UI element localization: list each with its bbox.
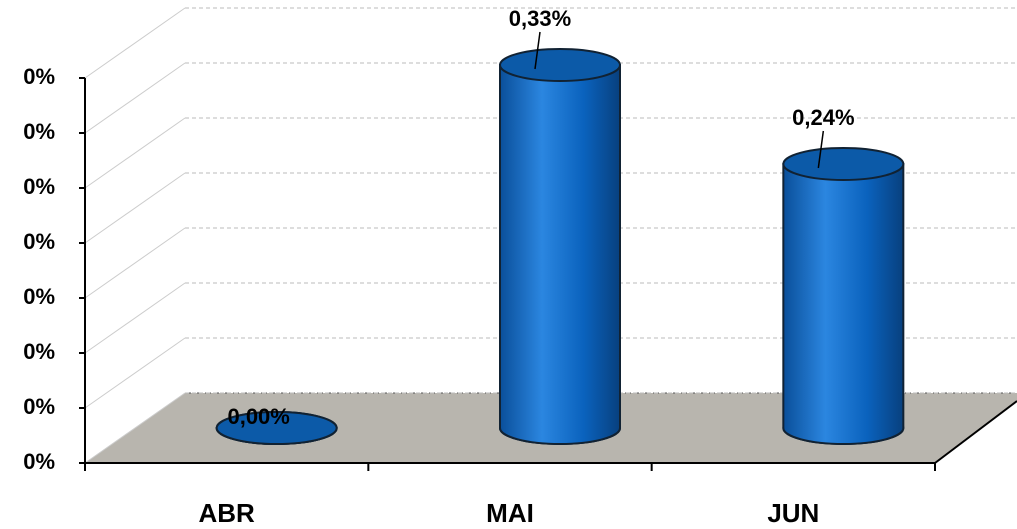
label-leader xyxy=(817,130,825,169)
side-grid-line xyxy=(84,7,186,79)
y-tick-label: 0% xyxy=(23,284,55,309)
floor-right-edge xyxy=(934,400,1017,464)
bar xyxy=(782,147,905,445)
label-leader xyxy=(534,31,541,70)
side-grid-line xyxy=(84,172,186,244)
side-grid-line xyxy=(84,282,186,354)
side-grid-line xyxy=(84,62,186,134)
y-tick-label: 0% xyxy=(23,394,55,419)
value-label: 0,00% xyxy=(227,404,289,429)
side-grid-line xyxy=(84,337,186,409)
y-tick-label: 0% xyxy=(23,339,55,364)
x-tick-label: ABR xyxy=(198,498,255,528)
side-grid-line xyxy=(84,392,186,464)
y-tick-label: 0% xyxy=(23,229,55,254)
side-grid-line xyxy=(84,227,186,299)
y-tick-label: 0% xyxy=(23,449,55,474)
x-tick-label: JUN xyxy=(767,498,819,528)
value-label: 0,33% xyxy=(509,6,571,31)
y-tick-label: 0% xyxy=(23,64,55,89)
side-grid-line xyxy=(84,117,186,189)
value-label: 0,24% xyxy=(792,105,854,130)
x-tick-label: MAI xyxy=(486,498,534,528)
y-tick-label: 0% xyxy=(23,174,55,199)
bar xyxy=(215,411,338,445)
bar xyxy=(499,48,621,445)
y-tick-label: 0% xyxy=(23,119,55,144)
